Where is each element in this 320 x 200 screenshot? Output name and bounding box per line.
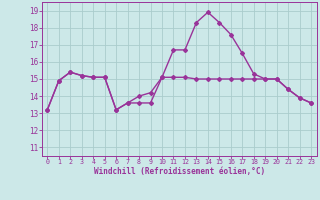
X-axis label: Windchill (Refroidissement éolien,°C): Windchill (Refroidissement éolien,°C) bbox=[94, 167, 265, 176]
